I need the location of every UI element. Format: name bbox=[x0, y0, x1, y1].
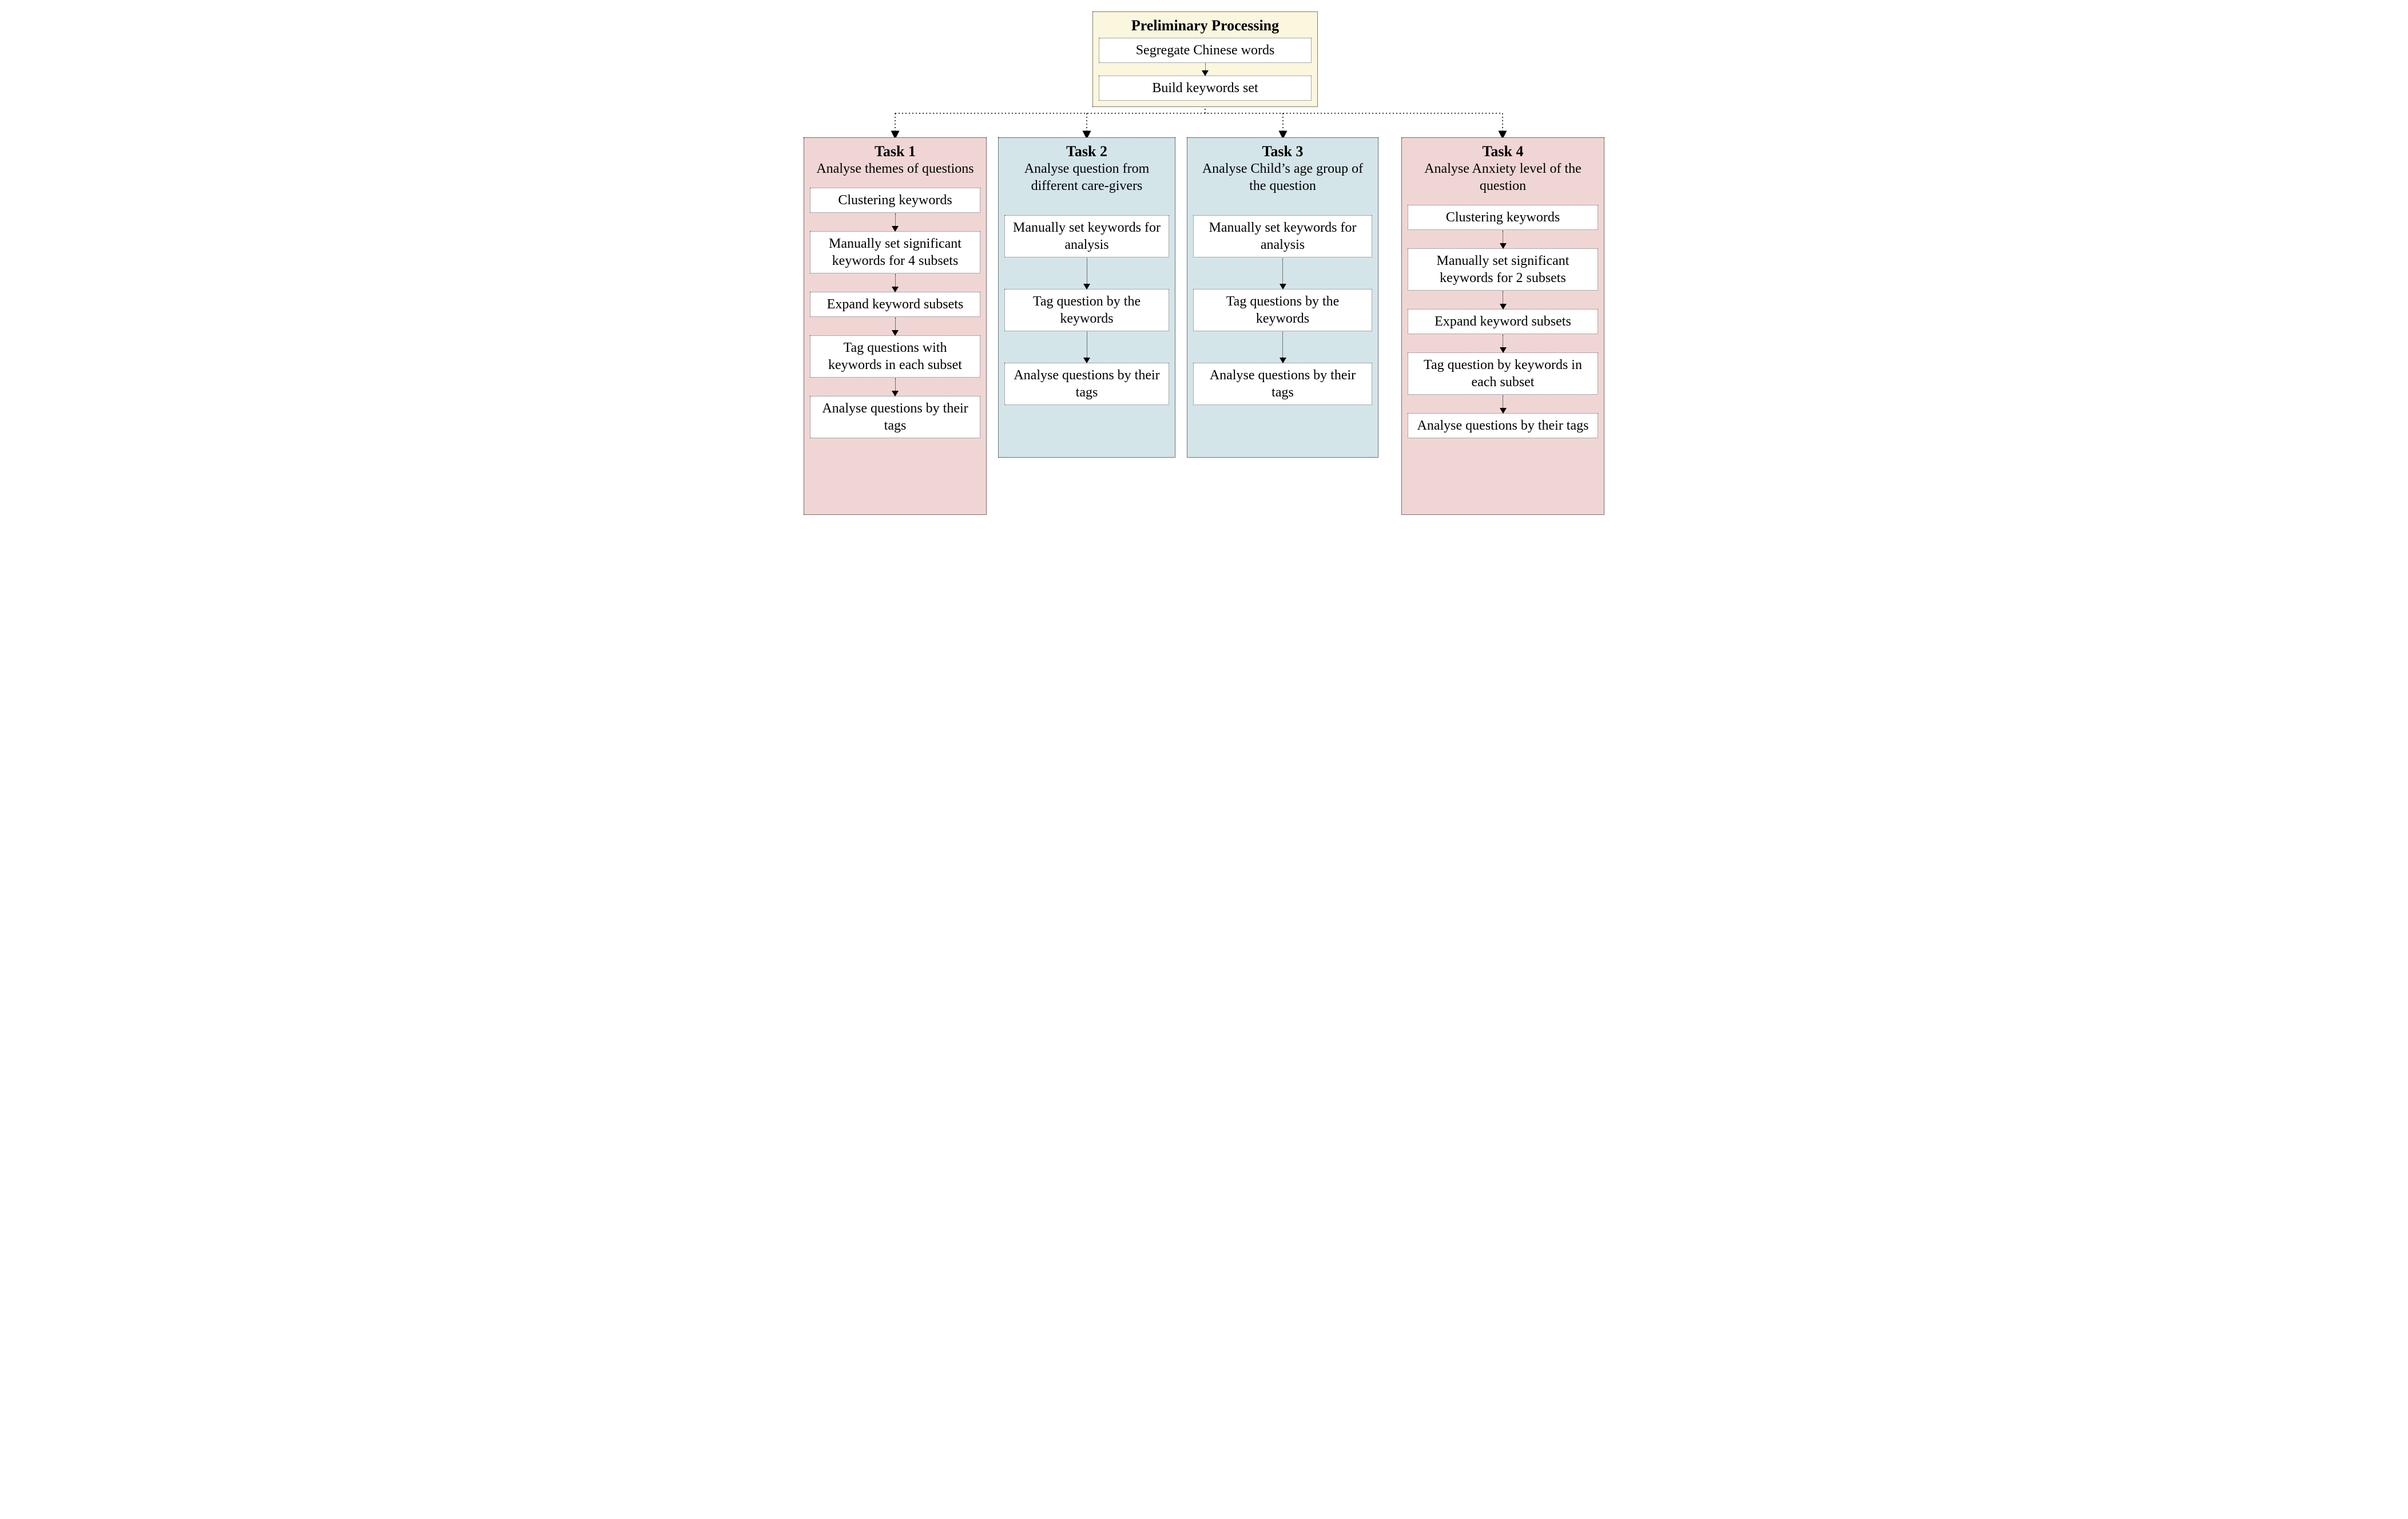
flow-step: Tag questions with keywords in each subs… bbox=[810, 335, 980, 378]
flow-step: Analyse questions by their tags bbox=[1193, 363, 1372, 405]
task4-subtitle: Analyse Anxiety level of the question bbox=[1408, 160, 1598, 195]
flow-step: Clustering keywords bbox=[1408, 205, 1598, 230]
flow-step: Analyse questions by their tags bbox=[1408, 413, 1598, 438]
arrow-down bbox=[1408, 334, 1598, 352]
task4-panel: Task 4Analyse Anxiety level of the quest… bbox=[1401, 137, 1604, 515]
arrow-down bbox=[1099, 63, 1312, 76]
arrow-down bbox=[810, 378, 980, 396]
arrow-down bbox=[810, 273, 980, 292]
task2-subtitle: Analyse question from different care-giv… bbox=[1004, 160, 1169, 195]
flow-step: Manually set keywords for analysis bbox=[1004, 215, 1169, 257]
flow-step: Expand keyword subsets bbox=[810, 292, 980, 317]
flow-step: Tag question by the keywords bbox=[1004, 289, 1169, 331]
flow-step: Clustering keywords bbox=[810, 188, 980, 213]
task4-title: Task 4 bbox=[1408, 142, 1598, 160]
flow-step: Manually set significant keywords for 2 … bbox=[1408, 248, 1598, 291]
arrow-down bbox=[1408, 291, 1598, 309]
flow-step: Segregate Chinese words bbox=[1099, 38, 1312, 63]
prelim-panel: Preliminary Processing Segregate Chinese … bbox=[1092, 11, 1318, 107]
arrow-down bbox=[1193, 257, 1372, 289]
flow-step: Tag questions by the keywords bbox=[1193, 289, 1372, 331]
arrow-down bbox=[810, 317, 980, 335]
flow-step: Analyse questions by their tags bbox=[810, 396, 980, 438]
arrow-down bbox=[1408, 230, 1598, 248]
flow-step: Expand keyword subsets bbox=[1408, 309, 1598, 334]
task2-title: Task 2 bbox=[1004, 142, 1169, 160]
flow-step: Manually set significant keywords for 4 … bbox=[810, 231, 980, 273]
task3-title: Task 3 bbox=[1193, 142, 1372, 160]
task2-panel: Task 2Analyse question from different ca… bbox=[998, 137, 1175, 458]
task1-title: Task 1 bbox=[810, 142, 980, 160]
arrow-down bbox=[1004, 257, 1169, 289]
task3-panel: Task 3Analyse Child’s age group of the q… bbox=[1187, 137, 1378, 458]
task1-subtitle: Analyse themes of questions bbox=[810, 160, 980, 177]
arrow-down bbox=[1408, 395, 1598, 413]
task1-panel: Task 1Analyse themes of questions Cluster… bbox=[804, 137, 987, 515]
flow-step: Analyse questions by their tags bbox=[1004, 363, 1169, 405]
arrow-down bbox=[1004, 331, 1169, 363]
flow-step: Tag question by keywords in each subset bbox=[1408, 352, 1598, 395]
flowchart-canvas: Preliminary Processing Segregate Chinese … bbox=[804, 11, 1604, 521]
arrow-down bbox=[1193, 331, 1372, 363]
prelim-title: Preliminary Processing bbox=[1099, 17, 1312, 34]
flow-step: Build keywords set bbox=[1099, 76, 1312, 101]
arrow-down bbox=[810, 213, 980, 231]
flow-step: Manually set keywords for analysis bbox=[1193, 215, 1372, 257]
task3-subtitle: Analyse Child’s age group of the questio… bbox=[1193, 160, 1372, 195]
